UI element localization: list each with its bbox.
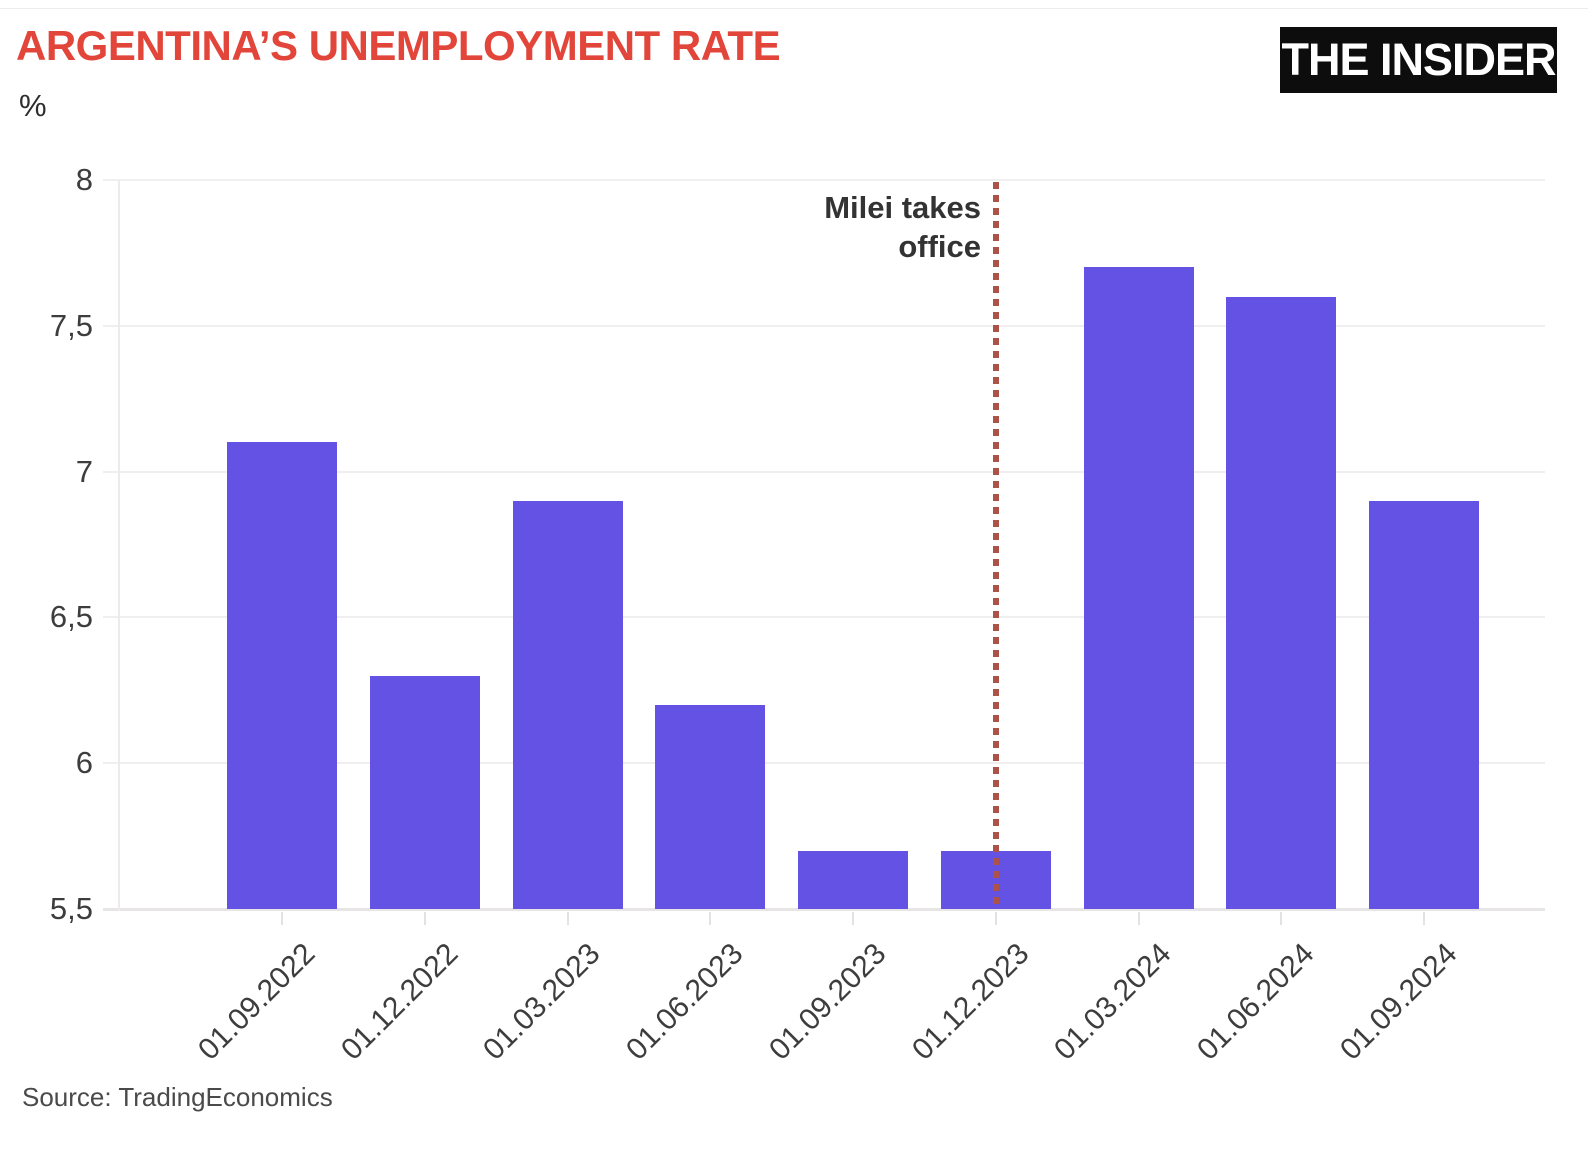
x-tick-3 bbox=[709, 912, 712, 925]
y-gridline-5 bbox=[103, 908, 1545, 911]
y-axis-unit-label: % bbox=[19, 88, 47, 123]
bar-01-06-2023 bbox=[655, 704, 766, 909]
y-tick-label-0: 8 bbox=[75, 162, 93, 197]
brand-logo-text: THE INSIDER bbox=[1281, 34, 1556, 85]
y-tick-label-3: 6,5 bbox=[49, 599, 93, 635]
x-tick-label-0: 01.09.2022 bbox=[191, 937, 322, 1067]
milei-annotation-line bbox=[992, 182, 999, 909]
x-tick-6 bbox=[1137, 912, 1140, 925]
source-text: Source: TradingEconomics bbox=[22, 1082, 333, 1112]
bar-01-09-2023 bbox=[798, 850, 908, 909]
y-tick-label-2: 7 bbox=[75, 453, 93, 489]
x-tick-label-5: 01.12.2023 bbox=[905, 937, 1036, 1067]
plot-area: Milei takes office 8 7,5 7 6,5 6 5,5 01.09.202… bbox=[50, 162, 1545, 1067]
x-tick-label-8: 01.09.2024 bbox=[1333, 937, 1464, 1067]
y-gridline-2 bbox=[103, 470, 1545, 473]
milei-annotation-label: Milei takes office bbox=[824, 190, 981, 264]
x-tick-8 bbox=[1423, 912, 1425, 925]
page-top-divider bbox=[0, 8, 1588, 9]
bar-01-12-2022 bbox=[369, 675, 480, 909]
x-tick-0 bbox=[281, 912, 283, 925]
x-tick-label-1: 01.12.2022 bbox=[334, 937, 465, 1067]
x-tick-2 bbox=[566, 912, 569, 925]
x-tick-label-2: 01.03.2023 bbox=[477, 937, 607, 1067]
bar-01-03-2024 bbox=[1083, 267, 1194, 909]
x-tick-label-7: 01.06.2024 bbox=[1191, 937, 1321, 1067]
y-gridline-3 bbox=[103, 616, 1545, 619]
x-tick-label-4: 01.09.2023 bbox=[762, 937, 893, 1067]
bar-01-09-2022 bbox=[227, 442, 337, 909]
y-gridline-1 bbox=[103, 324, 1545, 327]
bar-01-06-2024 bbox=[1226, 296, 1337, 909]
chart-title: ARGENTINA’S UNEMPLOYMENT RATE bbox=[16, 22, 781, 69]
x-tick-7 bbox=[1280, 912, 1283, 925]
x-tick-label-3: 01.06.2023 bbox=[620, 937, 750, 1067]
y-axis-line bbox=[118, 180, 120, 911]
x-tick-label-6: 01.03.2024 bbox=[1048, 937, 1178, 1067]
y-gridline-4 bbox=[103, 762, 1545, 765]
x-tick-5 bbox=[994, 912, 997, 925]
y-tick-label-4: 6 bbox=[75, 745, 93, 781]
bar-01-09-2024 bbox=[1369, 500, 1479, 909]
y-tick-label-1: 7,5 bbox=[49, 307, 93, 343]
x-tick-1 bbox=[423, 912, 426, 925]
y-tick-label-5: 5,5 bbox=[49, 891, 93, 926]
bar-01-03-2023 bbox=[512, 500, 623, 909]
brand-logo: THE INSIDER bbox=[1280, 27, 1557, 93]
x-tick-4 bbox=[852, 912, 854, 925]
y-gridline-0 bbox=[103, 179, 1545, 181]
